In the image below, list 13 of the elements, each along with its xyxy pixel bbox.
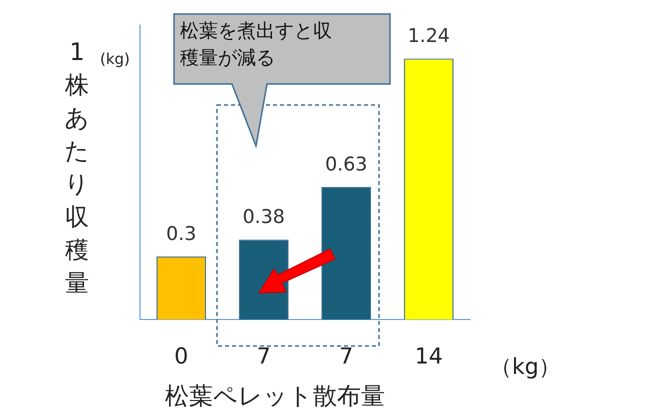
y-axis-title: 1株あたり収穫量 [64, 37, 90, 299]
annotation: 松葉を煮出すと収穫量が減る [180, 19, 333, 71]
text: (kg) [100, 50, 130, 68]
text: （kg） [490, 354, 561, 382]
x-tick-label: 7 [339, 344, 354, 370]
x-tick-label: 7 [256, 344, 271, 370]
x-tick-label: 0 [174, 344, 188, 370]
data-label: 0.38 [242, 206, 285, 228]
data-label: 0.63 [325, 153, 368, 176]
x-tick-label: 14 [414, 344, 443, 370]
data-label: 1.24 [408, 25, 450, 48]
data-label: 0.3 [166, 222, 196, 245]
x-axis-title: 松葉ペレット散布量 [165, 381, 385, 412]
